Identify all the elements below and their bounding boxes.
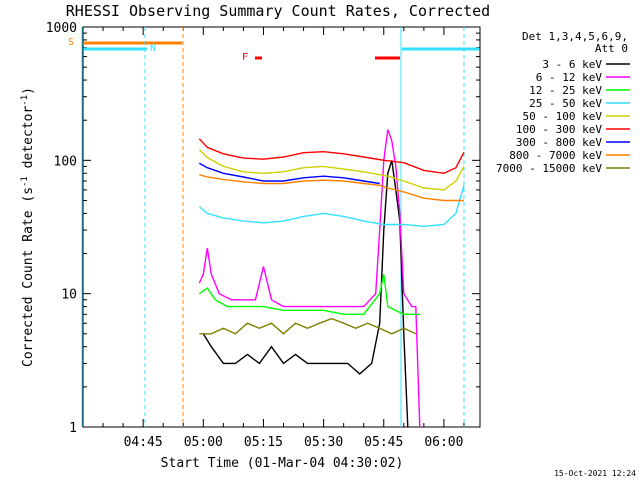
y-axis-label-close: ) (21, 87, 36, 95)
series-line-0 (202, 160, 409, 428)
xtick-label-5: 06:00 (424, 435, 463, 450)
legend-label-6: 300 - 800 keV (516, 136, 602, 149)
legend-label-4: 50 - 100 keV (523, 110, 603, 123)
chart-title: RHESSI Observing Summary Count Rates, Co… (66, 2, 490, 20)
legend-label-2: 12 - 25 keV (529, 84, 602, 97)
y-axis-label-sup1: -1 (20, 176, 30, 187)
ytick-label-3: 1000 (46, 21, 77, 36)
series-line-6 (198, 162, 380, 185)
legend-label-3: 25 - 50 keV (529, 97, 602, 110)
footer-timestamp: 15-Oct-2021 12:24 (554, 469, 636, 478)
xtick-label-0: 04:45 (124, 435, 163, 450)
series-line-8 (199, 317, 417, 335)
ytick-label-2: 100 (54, 154, 77, 169)
legend-header-1: Att 0 (595, 42, 628, 55)
xtick-labels: 04:45 05:00 05:15 05:30 05:45 06:00 (124, 435, 464, 450)
xtick-label-4: 05:45 (364, 435, 403, 450)
x-axis-label: Start Time (01-Mar-04 04:30:02) (161, 456, 404, 471)
series-line-2 (198, 274, 420, 315)
flare-flag-label: F (242, 52, 248, 63)
y-axis-label-sup2: -1 (20, 95, 30, 106)
y-axis-label-main: Corrected Count Rate (s (21, 187, 36, 367)
y-axis-label-mid: detector (21, 106, 36, 177)
xtick-label-2: 05:15 (244, 435, 283, 450)
series-lines (198, 129, 465, 428)
legend-label-1: 6 - 12 keV (536, 71, 603, 84)
legend-label-0: 3 - 6 keV (542, 58, 602, 71)
saa-flag-label: S (68, 37, 74, 48)
legend-label-5: 100 - 300 keV (516, 123, 602, 136)
series-line-5 (198, 138, 465, 175)
y-axis-label: Corrected Count Rate (s-1 detector-1) (20, 87, 36, 367)
markers: S N F (68, 27, 479, 427)
series-line-3 (198, 185, 465, 228)
xtick-label-1: 05:00 (184, 435, 223, 450)
plot-frame (82, 26, 481, 428)
ytick-labels: 1 10 100 1000 (46, 21, 77, 436)
xtick-label-3: 05:30 (304, 435, 343, 450)
legend-label-8: 7000 - 15000 keV (496, 162, 602, 175)
legend-header-0: Det 1,3,4,5,6,9, (522, 30, 628, 43)
series-line-7 (199, 174, 464, 202)
series-line-4 (198, 149, 465, 191)
series-line-1 (198, 129, 421, 428)
legend-label-7: 800 - 7000 keV (509, 149, 602, 162)
night-flag-label: N (150, 43, 156, 54)
ytick-label-0: 1 (69, 421, 77, 436)
ytick-label-1: 10 (61, 288, 77, 303)
tick-marks (83, 27, 480, 428)
